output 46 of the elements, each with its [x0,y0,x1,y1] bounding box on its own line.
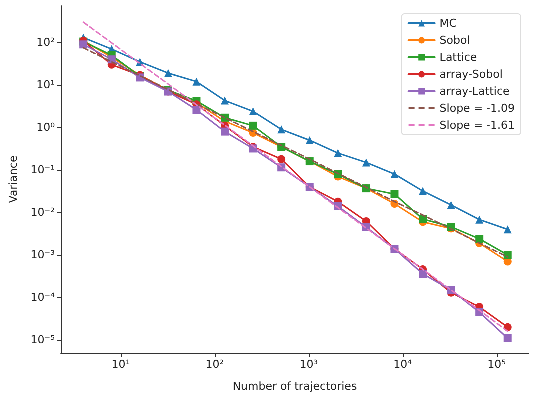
point [390,190,399,198]
point [419,187,428,196]
point [476,235,484,244]
point [164,69,172,78]
y-tick-label: 10⁻¹ [30,164,55,177]
point [334,149,342,158]
legend-label: array-Sobol [440,68,503,81]
point [221,96,230,105]
x-tick-label: 10¹ [112,358,130,371]
point [249,122,258,130]
y-tick-label: 10¹ [36,78,55,92]
y-tick-label: 10⁻² [30,206,55,220]
point [504,251,512,260]
legend-label: MC [440,17,458,30]
point [362,158,370,167]
y-tick-label: 10⁻⁵ [30,334,55,347]
point [476,216,484,224]
x-tick-label: 10⁵ [488,358,506,371]
point [419,270,428,278]
point [221,128,230,136]
point [504,226,512,234]
point [249,108,258,116]
point [192,78,201,86]
legend-label: array-Lattice [440,85,510,98]
x-tick-label: 10³ [300,358,318,371]
y-tick-label: 10² [36,36,55,50]
x-tick-label: 10⁴ [394,358,413,371]
point [278,155,286,164]
y-axis-title: Variance [7,156,20,204]
legend-label: Slope = -1.09 [440,102,516,115]
x-axis-title: Number of trajectories [232,380,358,393]
y-tick-label: 10⁰ [36,121,56,134]
point [447,201,456,210]
point [192,106,201,114]
point [306,136,314,144]
point [278,126,286,134]
legend-label: Lattice [440,51,478,64]
legend-label: Slope = -1.61 [440,119,516,132]
x-tick-label: 10² [206,358,224,371]
y-tick-label: 10⁻⁴ [30,291,56,304]
legend-label: Sobol [440,34,470,47]
point [419,215,428,224]
point [504,334,512,342]
y-tick-label: 10⁻³ [30,248,55,262]
point [80,40,88,49]
point [390,170,399,178]
